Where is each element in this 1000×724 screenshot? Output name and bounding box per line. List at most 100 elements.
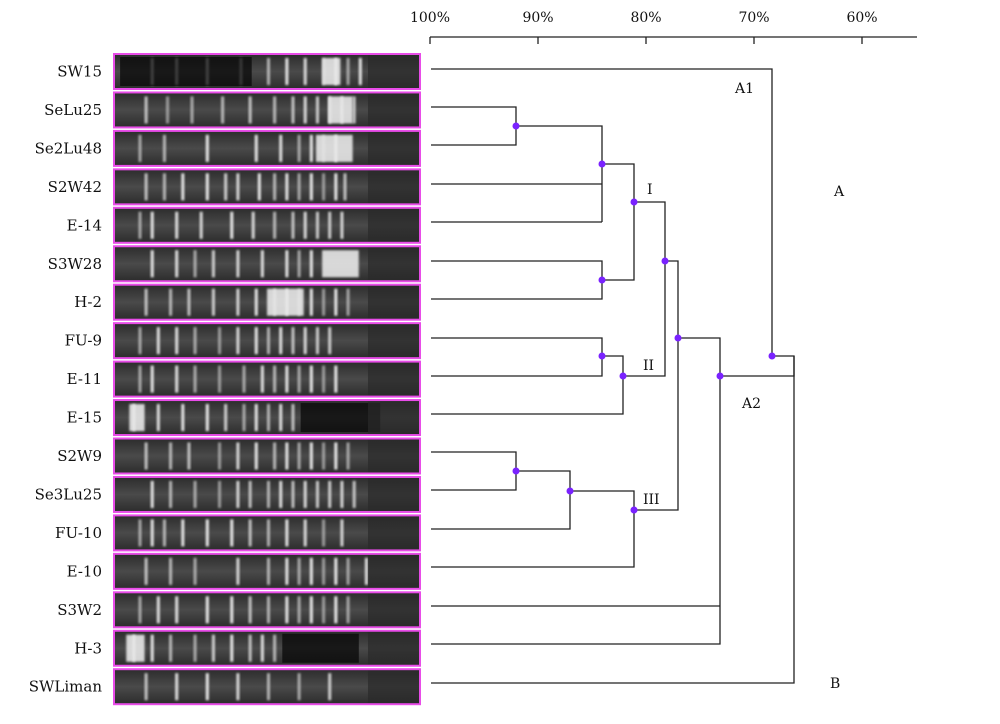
gel-band <box>267 58 270 85</box>
gel-band <box>297 673 301 701</box>
cluster-label-ii: II <box>643 358 654 374</box>
lane-frame <box>113 53 421 90</box>
sample-label: E-15 <box>67 409 102 427</box>
gel-band <box>221 96 225 124</box>
gel-lane <box>113 168 421 206</box>
gel-band <box>346 442 350 470</box>
gel-band <box>328 327 332 355</box>
gel-lane <box>113 437 421 475</box>
gel-band <box>346 58 350 85</box>
gel-band <box>175 365 179 393</box>
gel-band <box>267 404 270 432</box>
branch-sw15 <box>431 68 773 356</box>
gel-band <box>169 442 173 470</box>
branch-node-i-ii <box>623 201 666 377</box>
gel-lane <box>113 552 421 590</box>
gel-band <box>309 596 313 624</box>
lane-smear <box>126 634 145 662</box>
scale-tick-label: 70% <box>738 10 769 26</box>
gel-band <box>334 58 338 85</box>
gel-lane <box>113 629 421 667</box>
gel-band <box>224 173 228 201</box>
gel-band <box>322 134 326 162</box>
gel-band <box>285 58 289 85</box>
gel-band <box>144 442 148 470</box>
gel-band <box>297 134 301 162</box>
gel-band <box>340 211 344 239</box>
lane-end <box>367 361 420 397</box>
gel-band <box>230 519 234 547</box>
gel-band <box>334 442 338 470</box>
lane-end <box>367 284 420 320</box>
gel-band <box>279 134 283 162</box>
gel-band <box>132 404 136 432</box>
gel-band <box>309 365 313 393</box>
gel-band <box>343 173 347 201</box>
gel-band <box>236 327 240 355</box>
gel-band <box>236 250 240 278</box>
gel-band <box>144 288 148 316</box>
gel-band <box>242 404 246 432</box>
gel-band <box>218 365 222 393</box>
gel-band <box>169 288 173 316</box>
gel-band <box>340 519 344 547</box>
lane-end <box>367 54 420 89</box>
gel-band <box>364 557 368 585</box>
gel-lane <box>113 668 421 706</box>
lane-frame <box>113 360 421 398</box>
lane-end <box>367 476 420 512</box>
branch-a2 <box>431 337 721 645</box>
gel-band <box>334 557 338 585</box>
gel-band <box>169 557 173 585</box>
gel-band <box>285 519 289 547</box>
gel-band <box>193 365 197 393</box>
gel-band <box>166 96 170 124</box>
gel-band <box>297 250 301 278</box>
gel-band <box>322 442 326 470</box>
gel-band <box>144 173 148 201</box>
gel-band <box>297 596 301 624</box>
gel-band <box>205 404 209 432</box>
gel-band <box>297 442 301 470</box>
lane-frame <box>113 168 421 206</box>
lane-frame <box>113 591 421 629</box>
sample-label: S2W42 <box>48 178 102 196</box>
gel-band <box>328 96 332 124</box>
gel-band <box>248 519 252 547</box>
gel-lane <box>113 53 421 90</box>
gel-band <box>260 250 264 278</box>
lane-end <box>367 515 420 551</box>
sample-label: E-11 <box>67 370 102 388</box>
lane-frame <box>113 475 421 513</box>
node-dot <box>619 372 627 380</box>
sample-label: S3W2 <box>57 601 102 619</box>
gel-band <box>279 404 283 432</box>
gel-band <box>346 288 350 316</box>
gel-band <box>322 58 326 85</box>
gel-band <box>267 519 270 547</box>
gel-band <box>150 634 154 662</box>
branch-node-1 <box>516 125 603 222</box>
gel-band <box>340 480 344 508</box>
gel-band <box>254 327 258 355</box>
gel-band <box>303 519 307 547</box>
gel-band <box>254 288 258 316</box>
lane-end <box>367 207 420 243</box>
gel-band <box>138 134 142 162</box>
lane-end <box>367 130 420 166</box>
gel-band <box>218 480 222 508</box>
gel-band <box>334 134 338 162</box>
gel-band <box>273 442 277 470</box>
gel-band <box>187 288 191 316</box>
sample-label: FU-10 <box>55 524 102 542</box>
gel-band <box>181 519 185 547</box>
gel-band <box>334 288 338 316</box>
gel-band <box>328 211 332 239</box>
gel-band <box>175 596 179 624</box>
gel-band <box>273 634 277 662</box>
gel-lane <box>113 475 421 513</box>
lane-end <box>367 553 420 589</box>
sample-label: E-10 <box>67 562 102 580</box>
sample-label: Se3Lu25 <box>35 485 102 503</box>
gel-band <box>303 58 307 85</box>
